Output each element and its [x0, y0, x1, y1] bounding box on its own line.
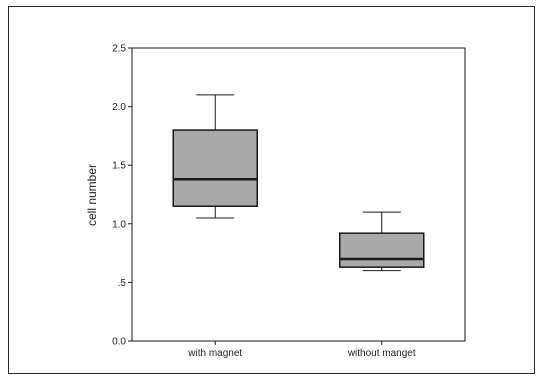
iqr-box [172, 129, 258, 207]
y-axis-title: cell number [85, 164, 99, 226]
box-2 [339, 211, 425, 272]
box-1 [172, 94, 258, 219]
y-tick-label: 2.0 [112, 102, 126, 113]
x-category-label: with magnet [187, 348, 242, 359]
chart-frame [8, 6, 535, 374]
x-category-label: without manget [347, 348, 416, 359]
y-tick-label: 0.0 [112, 337, 126, 348]
plot-area [131, 47, 466, 342]
iqr-box [339, 232, 425, 268]
y-tick-label: 2.5 [112, 44, 126, 55]
y-axis: 0.0 .5 1.0 1.5 2.0 2.5 [112, 44, 132, 348]
x-axis: with magnet without manget [187, 341, 416, 359]
y-tick-label: 1.5 [112, 161, 126, 172]
box-series [172, 94, 425, 272]
y-tick-label: .5 [118, 278, 127, 289]
y-tick-label: 1.0 [112, 219, 126, 230]
